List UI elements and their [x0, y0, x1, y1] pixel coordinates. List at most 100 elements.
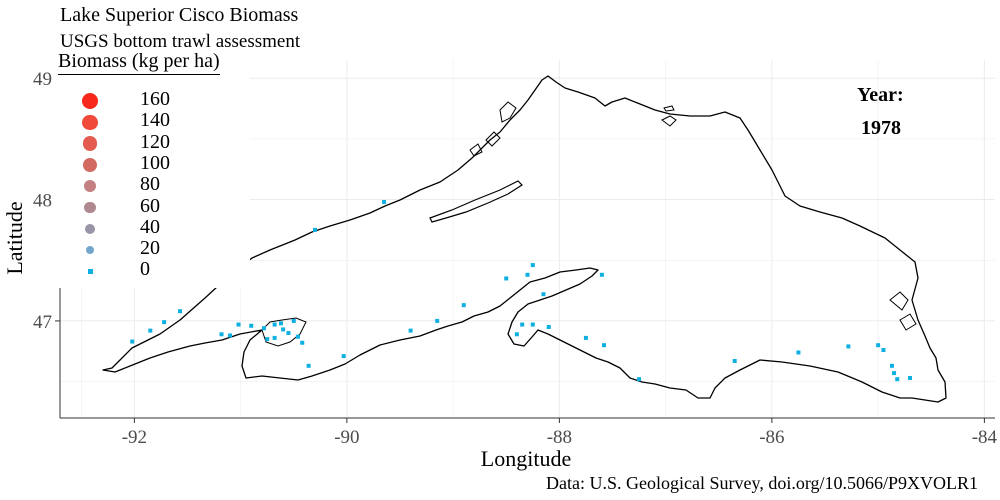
year-label: Year:	[857, 84, 904, 106]
map-subtitle: USGS bottom trawl assessment	[60, 31, 301, 52]
station-point	[279, 321, 283, 326]
station-point	[130, 339, 135, 344]
station-point	[300, 340, 305, 345]
station-point	[796, 350, 801, 355]
biomass-legend: Biomass (kg per ha) 160 140 120 100 80 60 40 20…	[54, 50, 250, 288]
station-point	[272, 335, 277, 340]
station-point	[306, 363, 311, 368]
grid-lines	[60, 60, 995, 418]
legend-label: 20	[140, 237, 160, 260]
legend-label: 160	[140, 88, 170, 110]
x-tick-label: -88	[547, 427, 572, 448]
shoreline	[102, 75, 947, 403]
legend-key	[76, 133, 104, 155]
station-point	[599, 272, 604, 277]
station-point	[846, 344, 851, 349]
station-point	[525, 272, 530, 277]
legend-label: 100	[140, 151, 170, 174]
station-point	[895, 377, 900, 382]
station-point	[583, 335, 588, 340]
legend-key	[76, 218, 104, 240]
legend-item: 100	[54, 151, 244, 176]
legend-item: 60	[54, 194, 244, 219]
station-point	[520, 322, 525, 327]
station-point	[178, 309, 183, 314]
apostle-islands	[261, 317, 307, 347]
y-tick-label: 48	[33, 191, 52, 212]
station-point	[541, 292, 546, 297]
station-point	[408, 328, 413, 333]
legend-key	[76, 239, 104, 261]
legend-item: 0	[54, 258, 244, 282]
legend-item: 120	[54, 130, 244, 155]
station-point	[637, 377, 642, 382]
legend-swatch	[85, 223, 95, 234]
legend-key	[76, 154, 104, 176]
island-outline	[661, 115, 677, 127]
x-axis-ticks: -92 -90 -88 -86 -84	[122, 418, 998, 448]
legend-item: 80	[54, 173, 244, 197]
station-point	[382, 199, 387, 204]
station-point	[504, 276, 509, 281]
station-point	[876, 343, 881, 348]
station-point	[148, 328, 153, 333]
station-point	[341, 354, 346, 359]
legend-swatch	[82, 136, 98, 151]
station-point	[296, 334, 300, 339]
station-point	[286, 331, 291, 336]
legend-swatch	[87, 268, 93, 274]
x-tick-label: -86	[759, 427, 784, 448]
y-tick-label: 47	[33, 312, 52, 333]
station-point	[602, 343, 606, 348]
legend-swatch	[83, 180, 97, 193]
y-axis-label: Latitude	[2, 201, 27, 274]
station-point	[889, 363, 894, 368]
station-point	[732, 358, 737, 363]
x-tick-label: -92	[122, 427, 147, 448]
y-tick-label: 49	[33, 69, 52, 90]
station-point	[236, 322, 241, 327]
station-point	[249, 323, 254, 328]
nipigon-islands	[469, 101, 517, 157]
legend-swatch	[83, 157, 97, 172]
isle-royale	[429, 180, 523, 223]
station-point	[892, 371, 897, 376]
station-point	[272, 322, 277, 327]
station-point	[530, 263, 535, 268]
station-point	[162, 320, 167, 325]
legend-label: 0	[140, 258, 150, 281]
legend-item: 160	[54, 88, 244, 112]
station-point	[546, 324, 551, 329]
station-point	[262, 326, 266, 331]
legend-item: 140	[54, 109, 244, 133]
x-tick-label: -90	[334, 427, 359, 448]
station-points	[130, 199, 912, 382]
legend-label: 120	[140, 130, 170, 153]
station-point	[908, 375, 912, 380]
lake-shoreline	[102, 75, 947, 403]
legend-swatch	[85, 245, 95, 255]
station-point	[228, 333, 232, 338]
legend-label: 80	[140, 173, 160, 196]
island-outline	[889, 291, 917, 331]
station-point	[313, 227, 317, 232]
legend-item: 40	[54, 215, 244, 240]
legend-key	[76, 197, 104, 219]
island-outline	[663, 105, 675, 112]
data-source-caption: Data: U.S. Geological Survey, doi.org/10…	[546, 473, 978, 493]
station-point	[219, 332, 224, 337]
legend-label: 40	[140, 215, 160, 238]
station-point	[435, 318, 440, 323]
legend-label: 60	[140, 194, 160, 217]
year-value: 1978	[861, 117, 901, 139]
station-point	[461, 303, 466, 308]
legend-swatch	[82, 93, 98, 109]
station-point	[881, 348, 886, 353]
legend-key	[76, 175, 104, 197]
legend-key	[76, 111, 104, 133]
legend-title: Biomass (kg per ha)	[58, 50, 220, 75]
map-title: Lake Superior Cisco Biomass	[60, 4, 299, 26]
x-axis-label: Longitude	[481, 446, 571, 471]
legend-label: 140	[140, 109, 170, 132]
